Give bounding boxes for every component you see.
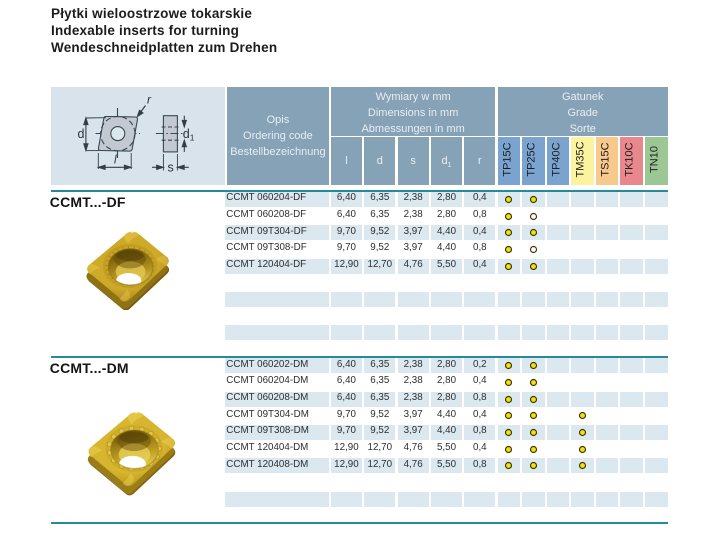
svg-text:d: d: [78, 127, 85, 141]
svg-text:d1: d1: [183, 127, 195, 143]
svg-text:l: l: [114, 155, 117, 167]
svg-text:s: s: [168, 161, 174, 175]
svg-text:r: r: [147, 93, 152, 107]
